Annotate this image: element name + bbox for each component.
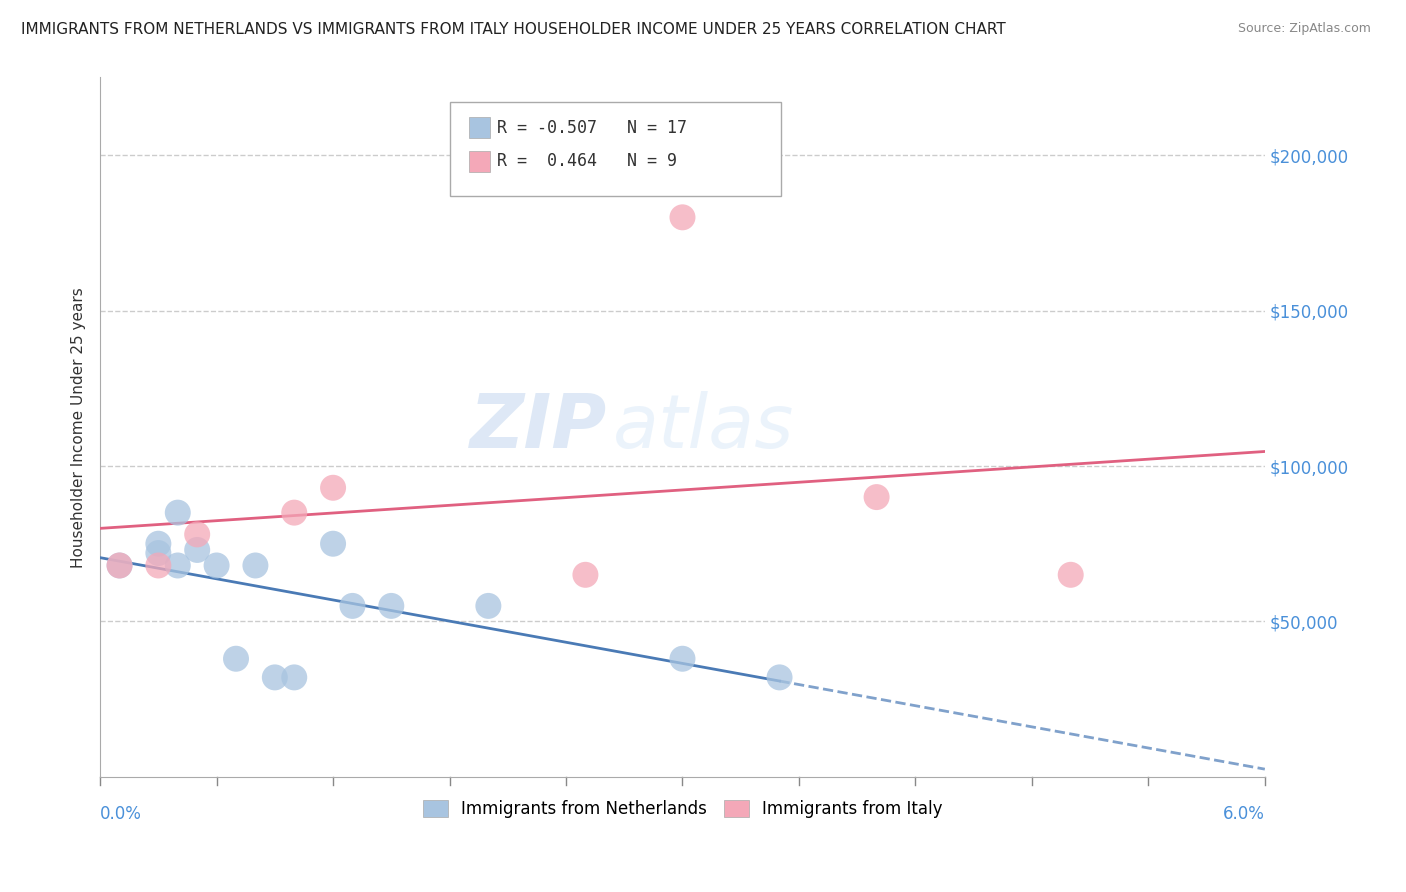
- Point: [865, 490, 887, 504]
- Text: R = -0.507   N = 17: R = -0.507 N = 17: [498, 119, 688, 136]
- Bar: [470, 118, 491, 138]
- Point: [1060, 567, 1083, 582]
- Point: [322, 537, 344, 551]
- Point: [768, 670, 790, 684]
- Point: [148, 537, 170, 551]
- Text: atlas: atlas: [613, 392, 794, 463]
- Point: [148, 546, 170, 560]
- Text: ZIP: ZIP: [470, 391, 607, 464]
- Point: [671, 651, 693, 665]
- Text: IMMIGRANTS FROM NETHERLANDS VS IMMIGRANTS FROM ITALY HOUSEHOLDER INCOME UNDER 25: IMMIGRANTS FROM NETHERLANDS VS IMMIGRANT…: [21, 22, 1005, 37]
- Point: [283, 506, 305, 520]
- Point: [186, 527, 208, 541]
- Legend: Immigrants from Netherlands, Immigrants from Italy: Immigrants from Netherlands, Immigrants …: [416, 793, 949, 824]
- Point: [108, 558, 131, 573]
- Point: [283, 670, 305, 684]
- FancyBboxPatch shape: [450, 102, 782, 196]
- Point: [108, 558, 131, 573]
- Point: [166, 558, 188, 573]
- Point: [225, 651, 247, 665]
- Text: 6.0%: 6.0%: [1223, 805, 1265, 822]
- Point: [477, 599, 499, 613]
- Point: [671, 211, 693, 225]
- Point: [263, 670, 285, 684]
- Bar: [470, 151, 491, 172]
- Text: 0.0%: 0.0%: [100, 805, 142, 822]
- Point: [148, 558, 170, 573]
- Text: Source: ZipAtlas.com: Source: ZipAtlas.com: [1237, 22, 1371, 36]
- Text: R =  0.464   N = 9: R = 0.464 N = 9: [498, 153, 678, 170]
- Y-axis label: Householder Income Under 25 years: Householder Income Under 25 years: [72, 287, 86, 567]
- Point: [205, 558, 228, 573]
- Point: [166, 506, 188, 520]
- Point: [342, 599, 364, 613]
- Point: [380, 599, 402, 613]
- Point: [186, 543, 208, 558]
- Point: [245, 558, 267, 573]
- Point: [574, 567, 596, 582]
- Point: [322, 481, 344, 495]
